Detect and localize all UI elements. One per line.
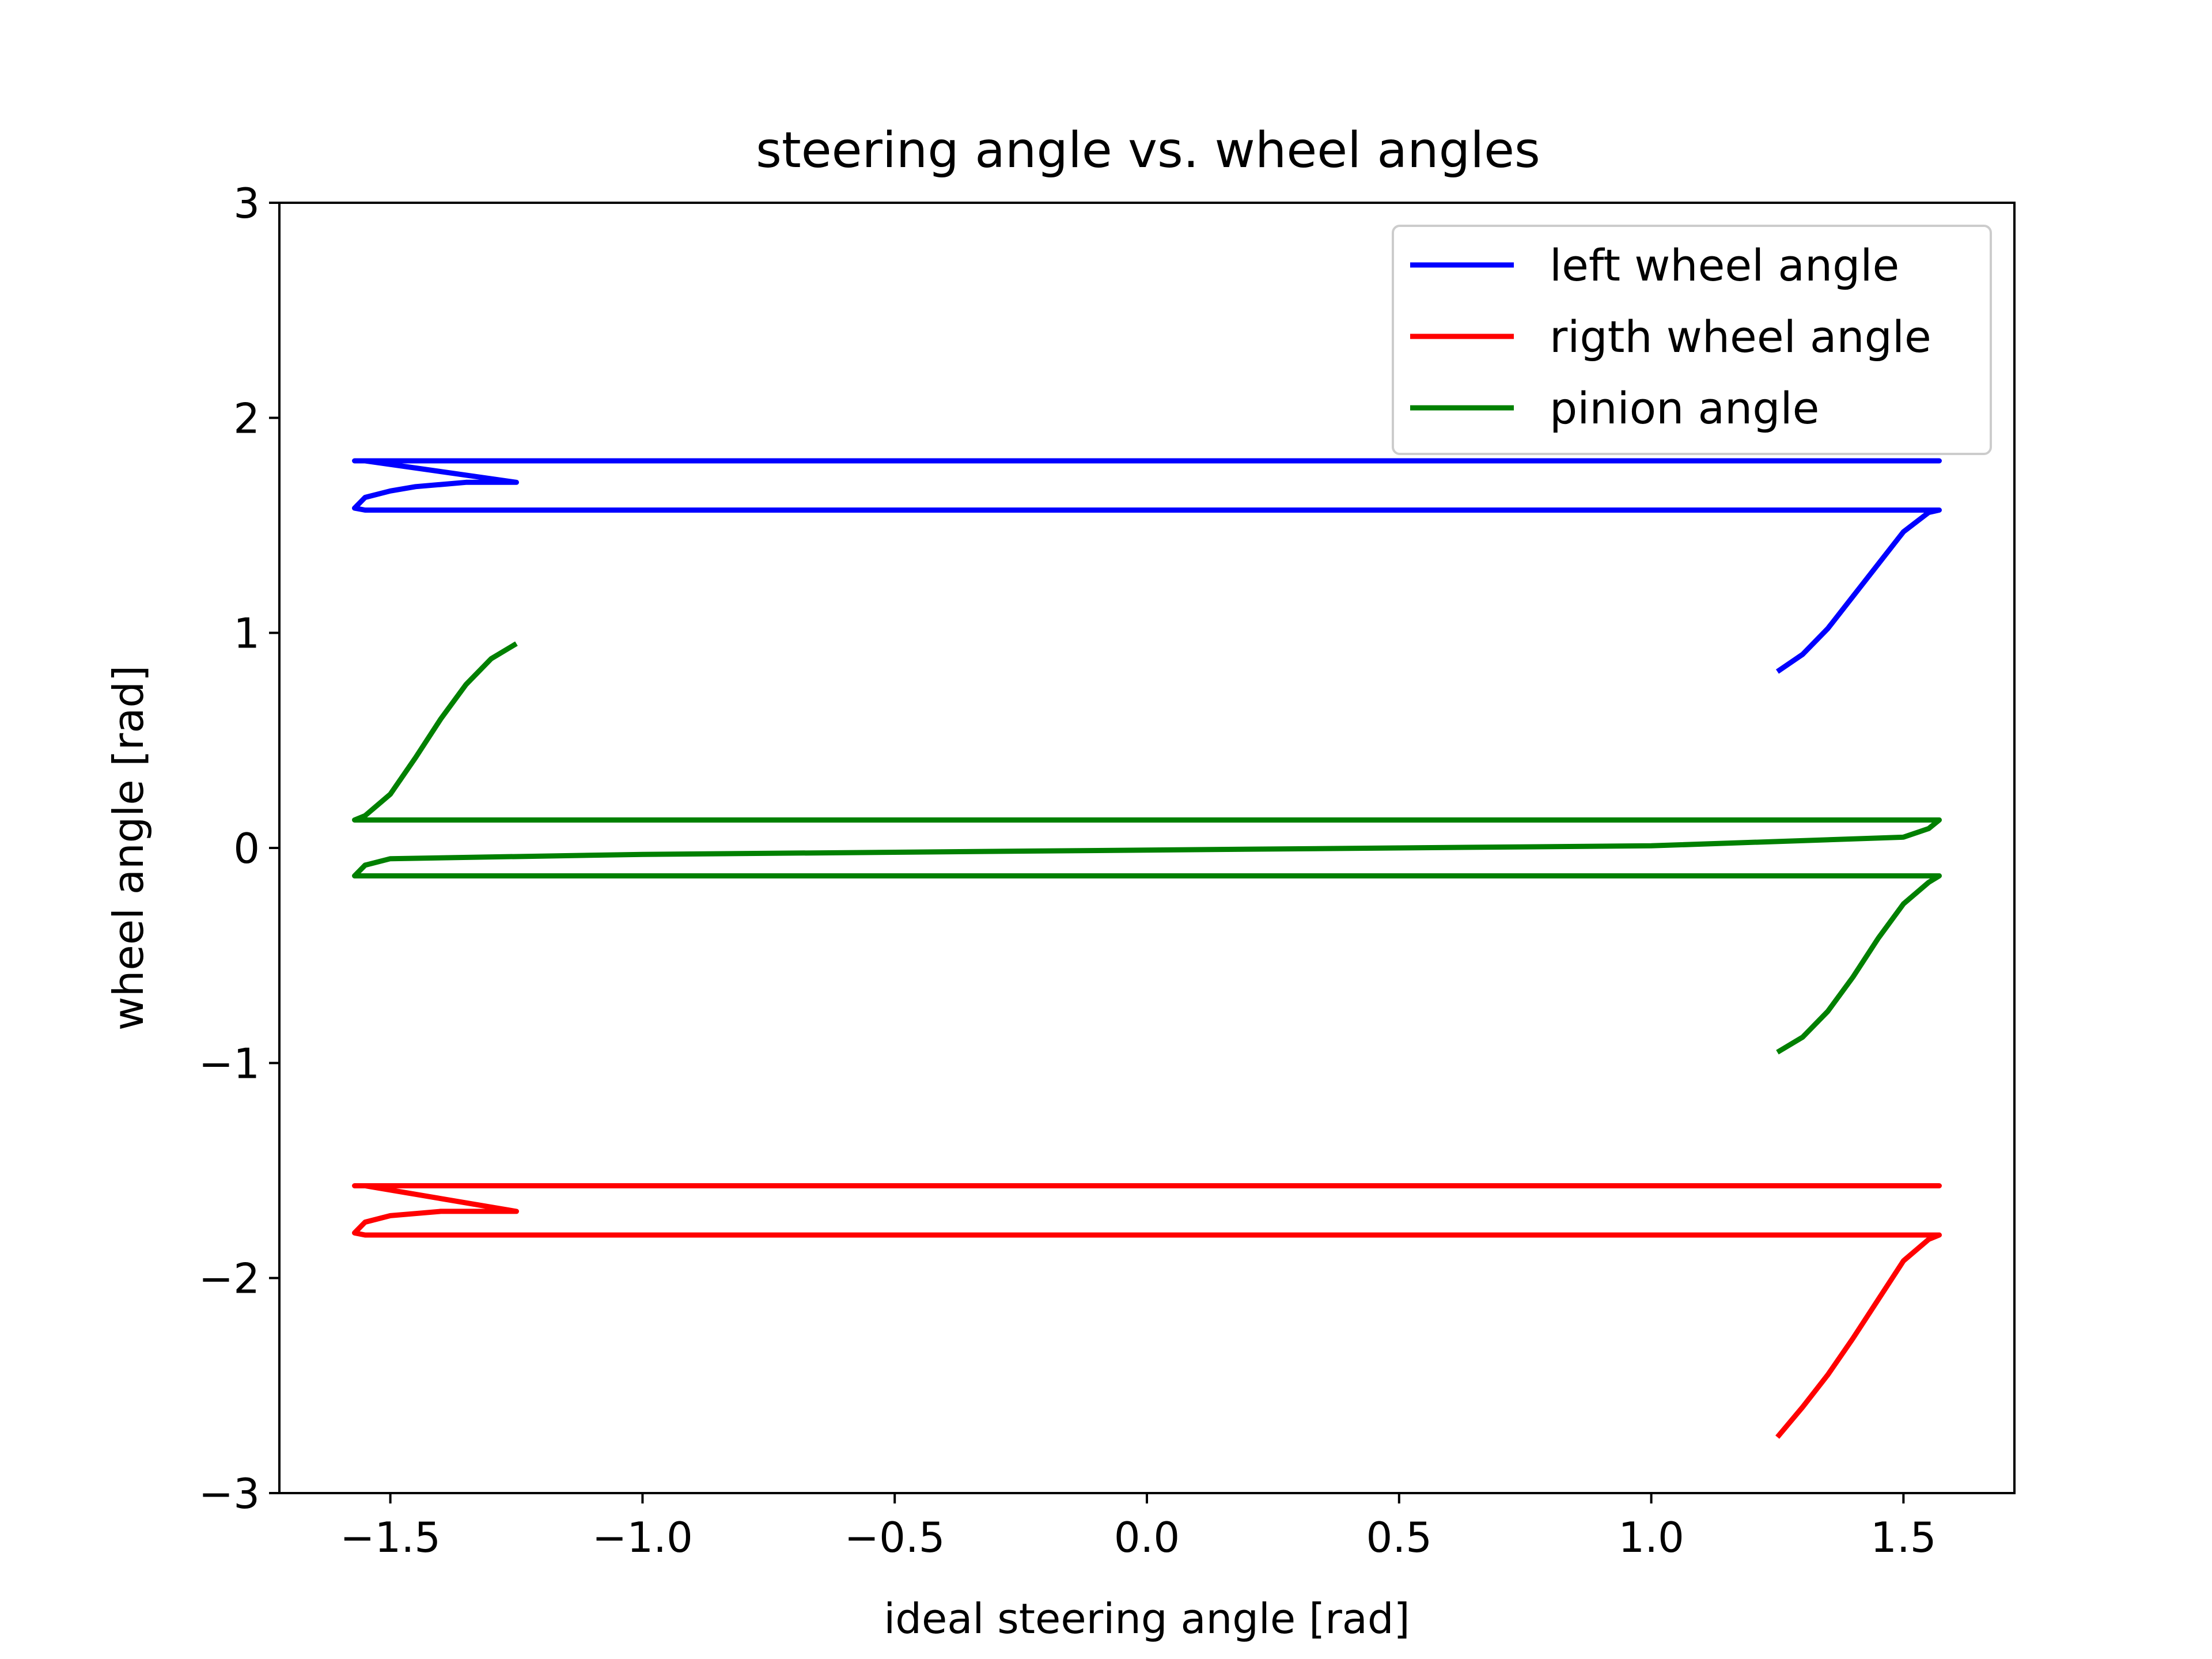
x-tick-label: 0.0: [1114, 1513, 1180, 1562]
x-tick-label: 1.0: [1618, 1513, 1684, 1562]
legend-box: [1392, 225, 1992, 455]
y-tick-label: 2: [233, 394, 260, 442]
y-tick-label: −3: [199, 1469, 260, 1518]
y-tick-label: −1: [199, 1039, 260, 1088]
y-tick-label: 1: [233, 609, 260, 658]
y-axis-label: wheel angle [rad]: [104, 665, 153, 1031]
y-tick-label: −2: [199, 1255, 260, 1303]
x-axis: −1.5 −1.0 −0.5 0.0 0.5 1.0 1.5: [340, 1493, 1937, 1562]
y-tick-label: 0: [233, 824, 260, 873]
x-tick-label: 1.5: [1870, 1513, 1937, 1562]
x-tick-label: −1.0: [592, 1513, 693, 1562]
x-tick-label: −1.5: [340, 1513, 441, 1562]
series-line-left-wheel-angle: [352, 458, 1942, 674]
series-line-pinion-angle: [352, 641, 1942, 1055]
y-axis: −3 −2 −1 0 1 2 3: [199, 179, 279, 1518]
x-axis-label: ideal steering angle [rad]: [884, 1594, 1410, 1643]
legend-label-rigth-wheel-angle: rigth wheel angle: [1550, 311, 1931, 362]
chart-title: steering angle vs. wheel angles: [756, 122, 1540, 179]
legend: left wheel angle rigth wheel angle pinion …: [1392, 225, 1992, 455]
legend-label-left-wheel-angle: left wheel angle: [1550, 240, 1899, 291]
legend-label-pinion-angle: pinion angle: [1550, 382, 1819, 434]
series-line-rigth-wheel-angle: [352, 1183, 1942, 1439]
x-tick-label: 0.5: [1366, 1513, 1433, 1562]
series-lines: [352, 458, 1942, 1439]
y-tick-label: 3: [233, 179, 260, 228]
x-tick-label: −0.5: [844, 1513, 945, 1562]
